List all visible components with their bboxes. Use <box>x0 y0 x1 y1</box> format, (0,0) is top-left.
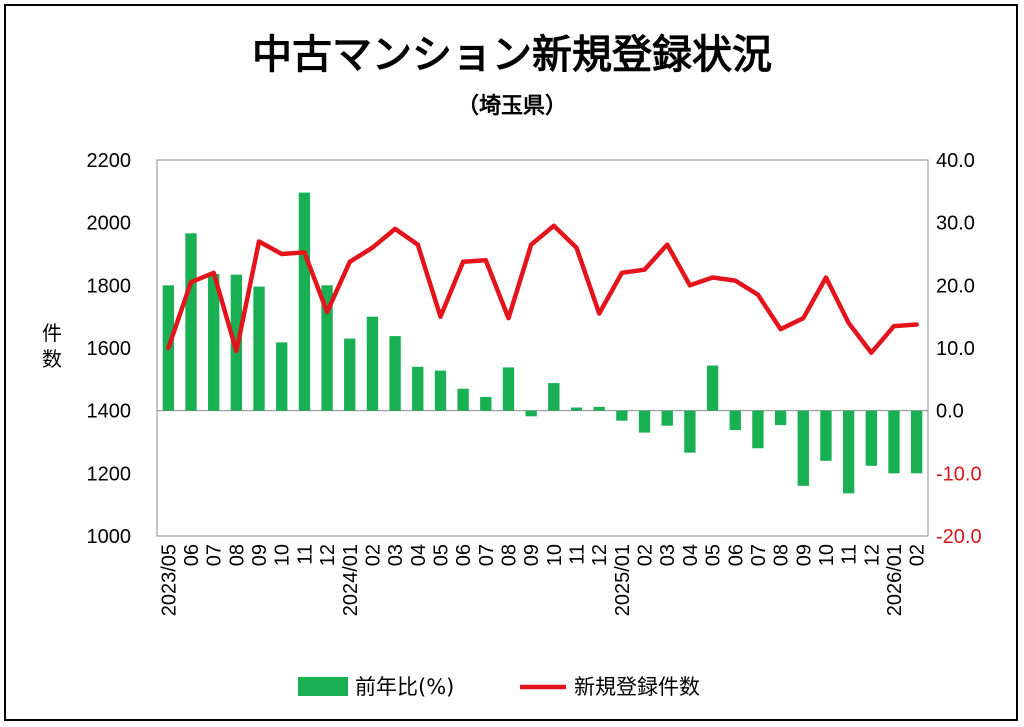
left-axis: 1000 1200 1400 1600 1800 2000 2200 <box>87 150 132 548</box>
legend-label-line: 新規登録件数 <box>574 675 700 699</box>
bar <box>253 286 265 411</box>
x-tick-label: 07 <box>204 544 226 566</box>
line-series <box>166 223 919 355</box>
x-tick-label: 02 <box>907 544 929 566</box>
bar <box>661 410 673 426</box>
bar <box>706 365 719 411</box>
x-tick-label: 2025/01 <box>612 544 634 616</box>
bar <box>820 410 832 461</box>
bar <box>684 410 696 453</box>
x-axis: 2023/05 06 07 08 09 10 11 12 2024/01 02 03 04 05 06 07… <box>158 544 928 616</box>
legend-swatch-bar <box>298 677 348 696</box>
left-tick-label: 2200 <box>87 150 132 172</box>
bar <box>865 410 877 466</box>
x-tick-label: 06 <box>453 544 475 566</box>
right-tick-label: 10.0 <box>936 338 975 360</box>
bar <box>298 192 311 411</box>
legend-label-bar: 前年比(%) <box>355 675 454 699</box>
bar <box>457 388 469 411</box>
y-label-char: 数 <box>42 347 62 371</box>
bar <box>910 410 923 474</box>
bar <box>525 410 537 417</box>
bar <box>480 396 492 411</box>
bar <box>389 336 401 411</box>
x-tick-label: 12 <box>861 544 883 566</box>
bar <box>842 410 855 494</box>
x-tick-label: 08 <box>771 544 793 566</box>
x-tick-label: 06 <box>725 544 747 566</box>
right-axis: -20.0 -10.0 0.0 10.0 20.0 30.0 40.0 <box>936 150 982 548</box>
bar <box>412 366 424 411</box>
legend: 前年比(%) 新規登録件数 <box>298 675 700 699</box>
chart-title: 中古マンション新規登録状況 <box>252 32 772 78</box>
x-tick-label: 12 <box>589 544 611 566</box>
x-tick-label: 09 <box>521 544 543 566</box>
bar <box>185 233 197 411</box>
plot-border <box>156 159 929 537</box>
line-path <box>166 223 919 355</box>
left-tick-label: 1200 <box>87 463 132 485</box>
y-axis-label: 件数 <box>42 321 62 371</box>
x-tick-label: 08 <box>226 544 248 566</box>
bar <box>774 410 787 426</box>
x-tick-label: 09 <box>249 544 271 566</box>
bar <box>797 410 809 486</box>
x-tick-label: 07 <box>748 544 770 566</box>
plot-area <box>156 159 929 537</box>
chart-subtitle: （埼玉県） <box>456 94 567 119</box>
y-label-char: 件 <box>42 321 62 345</box>
left-tick-label: 1600 <box>87 338 132 360</box>
bar <box>752 410 764 449</box>
right-tick-label: 0.0 <box>936 401 964 423</box>
left-tick-label: 2000 <box>87 213 132 235</box>
bar <box>616 410 628 421</box>
x-tick-label: 04 <box>680 544 702 566</box>
right-tick-label: -10.0 <box>936 463 982 485</box>
x-tick-label: 08 <box>498 544 520 566</box>
bar <box>434 370 447 411</box>
bar <box>638 410 651 433</box>
x-tick-label: 04 <box>408 544 430 566</box>
x-tick-label: 11 <box>294 544 316 565</box>
x-tick-label: 10 <box>544 544 566 566</box>
x-tick-label: 06 <box>181 544 203 566</box>
left-tick-label: 1400 <box>87 401 132 423</box>
x-tick-label: 05 <box>430 544 452 566</box>
left-tick-label: 1000 <box>87 526 132 548</box>
right-tick-label: -20.0 <box>936 526 982 548</box>
right-tick-label: 20.0 <box>936 275 975 297</box>
bar <box>729 410 741 431</box>
x-tick-label: 02 <box>362 544 384 566</box>
x-tick-label: 10 <box>272 544 294 566</box>
bar <box>548 383 560 411</box>
bar <box>502 367 515 411</box>
bar <box>888 410 900 474</box>
right-tick-label: 40.0 <box>936 150 975 172</box>
right-tick-label: 30.0 <box>936 213 975 235</box>
x-tick-label: 09 <box>793 544 815 566</box>
left-tick-label: 1800 <box>87 275 132 297</box>
bar <box>344 338 356 411</box>
bar <box>208 274 220 411</box>
bar <box>321 285 333 411</box>
x-tick-label: 02 <box>635 544 657 566</box>
bar <box>276 342 288 411</box>
x-tick-label: 11 <box>567 544 589 565</box>
x-tick-label: 2024/01 <box>340 544 362 616</box>
bar <box>570 407 583 411</box>
bar <box>366 316 379 411</box>
x-tick-label: 11 <box>839 544 861 565</box>
x-tick-label: 2023/05 <box>158 544 180 616</box>
x-tick-label: 12 <box>317 544 339 566</box>
x-tick-label: 10 <box>816 544 838 566</box>
x-tick-label: 05 <box>703 544 725 566</box>
x-tick-label: 07 <box>476 544 498 566</box>
x-tick-label: 2026/01 <box>884 544 906 616</box>
x-tick-label: 03 <box>657 544 679 566</box>
bar <box>593 406 605 411</box>
x-tick-label: 03 <box>385 544 407 566</box>
